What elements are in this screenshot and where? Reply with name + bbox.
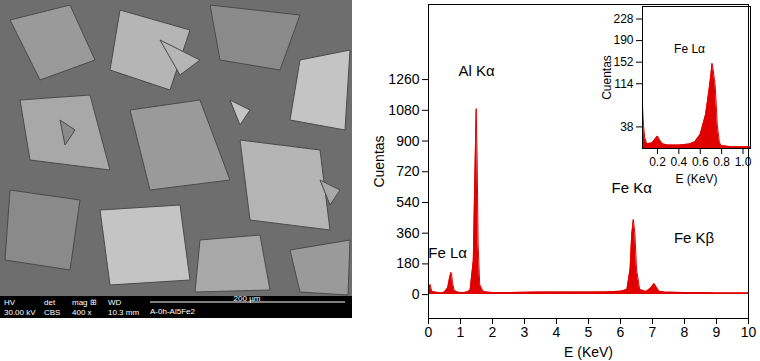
svg-text:152: 152 xyxy=(613,55,633,69)
svg-text:Cuentas: Cuentas xyxy=(371,135,387,187)
svg-text:190: 190 xyxy=(613,33,633,47)
svg-text:1260: 1260 xyxy=(388,71,419,87)
svg-text:Fe Lα: Fe Lα xyxy=(674,42,705,56)
svg-text:38: 38 xyxy=(620,120,634,134)
svg-text:Fe Lα: Fe Lα xyxy=(428,244,467,261)
svg-text:HV: HV xyxy=(4,298,16,307)
svg-text:0.2: 0.2 xyxy=(649,155,666,169)
svg-text:30.00 kV: 30.00 kV xyxy=(4,308,36,317)
svg-text:200 µm: 200 µm xyxy=(234,294,261,303)
svg-text:5: 5 xyxy=(585,324,593,340)
svg-text:CBS: CBS xyxy=(44,308,60,317)
svg-text:0.8: 0.8 xyxy=(713,155,730,169)
svg-text:0: 0 xyxy=(412,286,420,302)
svg-text:mag ⊞: mag ⊞ xyxy=(72,298,97,307)
svg-text:0.6: 0.6 xyxy=(692,155,709,169)
svg-text:900: 900 xyxy=(396,133,420,149)
svg-text:7: 7 xyxy=(649,324,657,340)
svg-text:114: 114 xyxy=(614,77,633,91)
svg-text:0: 0 xyxy=(425,324,433,340)
svg-text:Fe Kα: Fe Kα xyxy=(612,179,653,196)
svg-text:8: 8 xyxy=(681,324,689,340)
svg-text:1.0: 1.0 xyxy=(735,155,752,169)
svg-text:6: 6 xyxy=(617,324,625,340)
svg-text:10.3 mm: 10.3 mm xyxy=(108,308,139,317)
svg-text:1: 1 xyxy=(457,324,465,340)
svg-text:0.4: 0.4 xyxy=(671,155,688,169)
svg-text:WD: WD xyxy=(108,298,122,307)
svg-text:3: 3 xyxy=(521,324,529,340)
svg-text:228: 228 xyxy=(613,12,633,26)
svg-text:Al Kα: Al Kα xyxy=(458,62,495,79)
svg-text:9: 9 xyxy=(713,324,721,340)
svg-text:540: 540 xyxy=(396,194,420,210)
svg-text:720: 720 xyxy=(396,163,420,179)
svg-text:400 x: 400 x xyxy=(72,308,92,317)
svg-text:10: 10 xyxy=(741,324,757,340)
svg-text:det: det xyxy=(44,298,56,307)
svg-text:180: 180 xyxy=(396,255,420,271)
svg-text:1080: 1080 xyxy=(388,102,419,118)
svg-text:4: 4 xyxy=(553,324,561,340)
svg-text:Fe Kβ: Fe Kβ xyxy=(674,229,715,246)
svg-text:E (KeV): E (KeV) xyxy=(675,172,717,186)
svg-text:Cuentas: Cuentas xyxy=(600,55,614,100)
svg-text:A-0h-Al5Fe2: A-0h-Al5Fe2 xyxy=(150,307,195,316)
svg-text:360: 360 xyxy=(396,225,420,241)
svg-text:2: 2 xyxy=(489,324,497,340)
svg-text:E (KeV): E (KeV) xyxy=(564,344,613,360)
